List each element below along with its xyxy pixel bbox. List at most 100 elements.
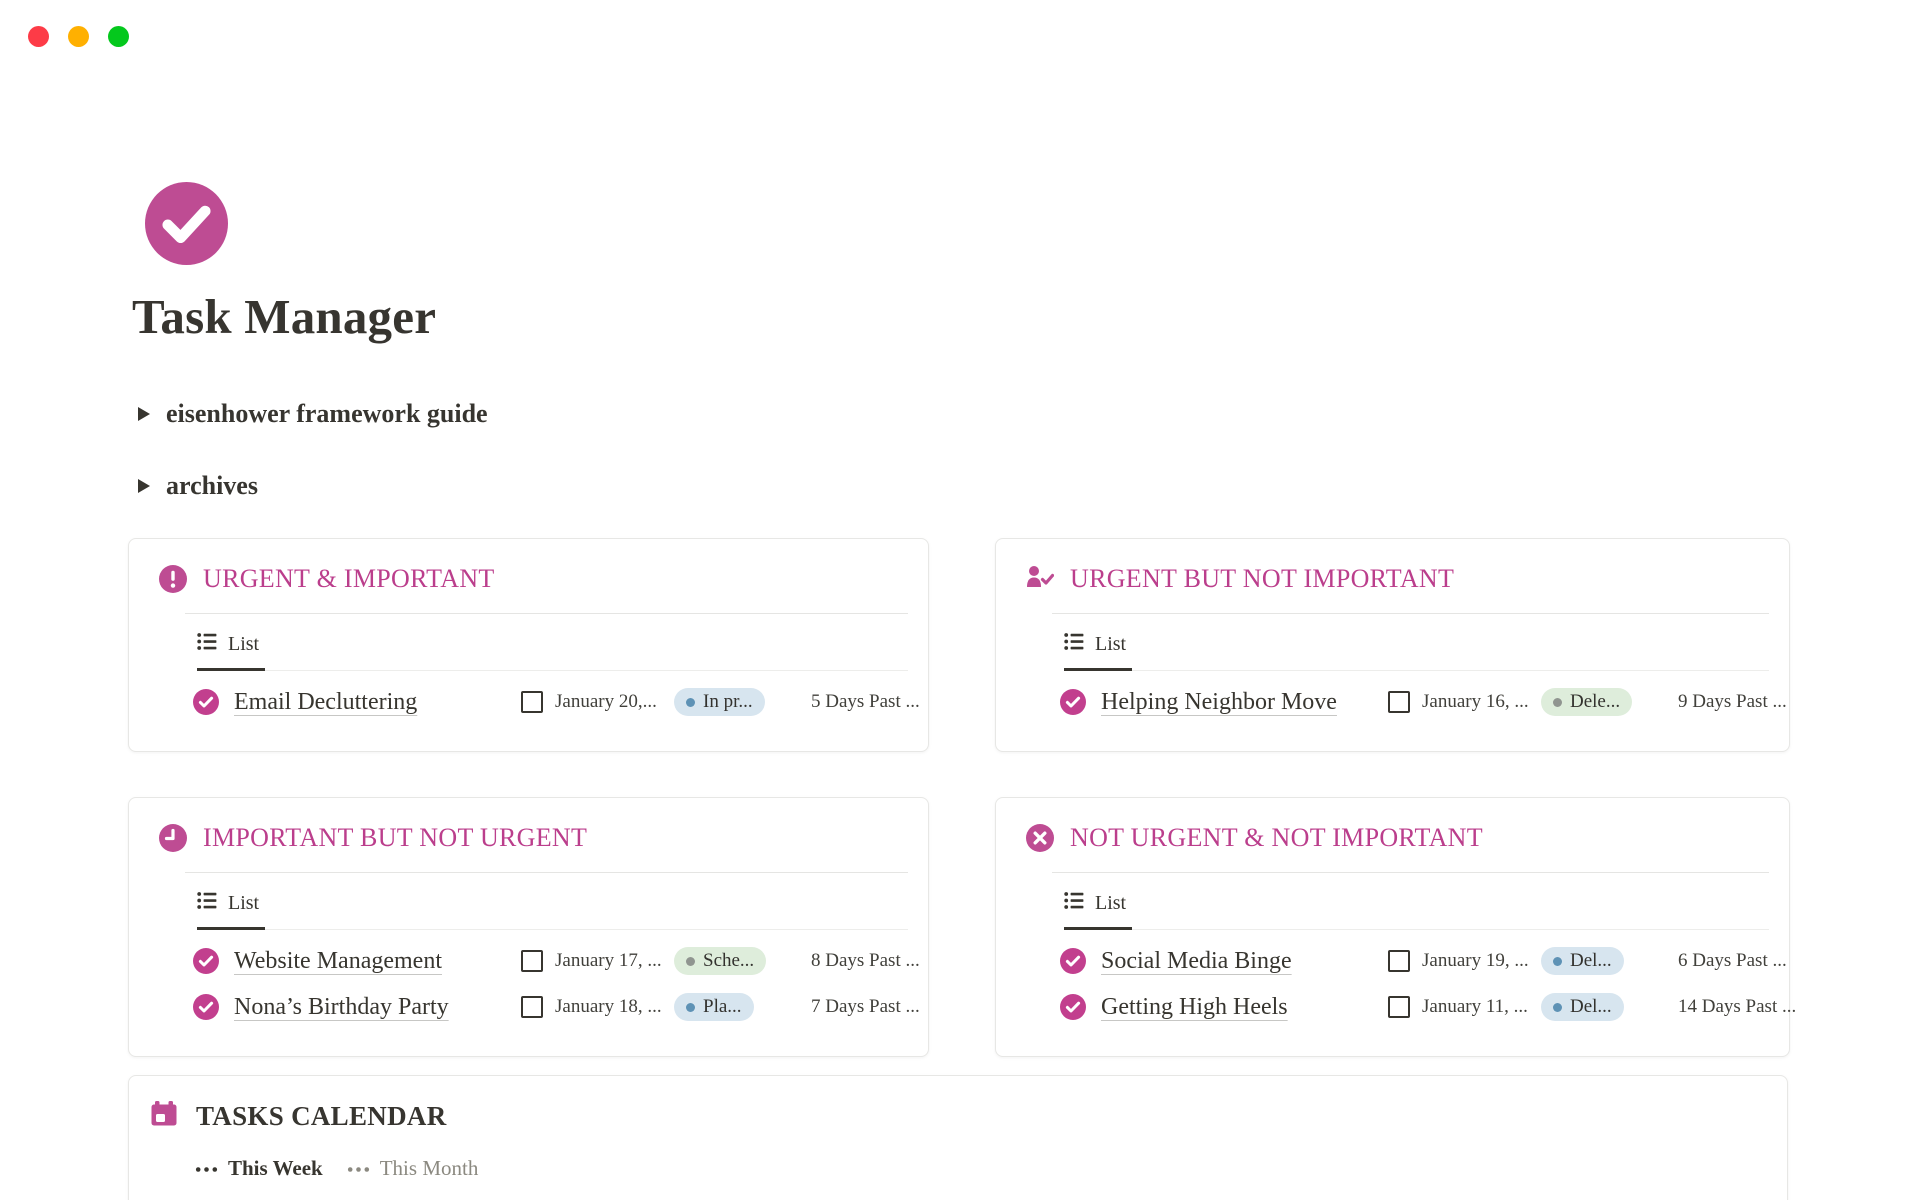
tab-label: List — [228, 632, 260, 655]
header-divider — [185, 872, 908, 873]
zoom-window-button[interactable] — [108, 26, 129, 47]
status-badge[interactable]: Sche... — [674, 947, 767, 975]
status-label: Pla... — [703, 996, 742, 1017]
task-checkbox[interactable] — [521, 996, 543, 1018]
task-checkbox[interactable] — [521, 950, 543, 972]
task-done-check-icon[interactable] — [193, 689, 219, 715]
list-view-icon — [1064, 632, 1084, 656]
task-list: Website Management January 17, ... Sche.… — [193, 938, 920, 1056]
task-done-check-icon[interactable] — [1060, 994, 1086, 1020]
tab-list-view[interactable]: List — [1064, 891, 1133, 930]
card-header: TASKS CALENDAR — [129, 1076, 1787, 1132]
task-list: Social Media Binge January 19, ... Del..… — [1060, 938, 1796, 1056]
person-check-icon — [1026, 565, 1055, 593]
tab-label: List — [1095, 632, 1127, 655]
clock-circle-icon — [159, 824, 187, 852]
task-row: Website Management January 17, ... Sche.… — [193, 938, 920, 984]
card-urgent-important: URGENT & IMPORTANT List — [128, 538, 929, 752]
task-checkbox[interactable] — [1388, 950, 1410, 972]
task-date[interactable]: January 19, ... — [1422, 950, 1529, 971]
days-past-text: 8 Days Past ... — [811, 950, 920, 971]
card-important-not-urgent: IMPORTANT BUT NOT URGENT List — [128, 797, 929, 1057]
status-label: Sche... — [703, 950, 755, 971]
task-date[interactable]: January 18, ... — [555, 996, 662, 1017]
tab-list-view[interactable]: List — [197, 632, 266, 671]
task-title-link[interactable]: Social Media Binge — [1101, 947, 1292, 974]
list-view-icon — [197, 891, 217, 915]
task-done-check-icon[interactable] — [193, 994, 219, 1020]
toggle-archives[interactable]: archives — [138, 471, 258, 501]
calendar-view-tabs: This Week This Month — [129, 1156, 1787, 1181]
card-not-urgent-not-important: NOT URGENT & NOT IMPORTANT List — [995, 797, 1796, 1057]
task-title-link[interactable]: Nona’s Birthday Party — [234, 993, 449, 1020]
task-done-check-icon[interactable] — [1060, 689, 1086, 715]
card-tasks-calendar: TASKS CALENDAR This Week This Month — [128, 1075, 1788, 1200]
window-controls — [28, 26, 129, 47]
page-check-circle-icon[interactable] — [145, 182, 228, 265]
card-header: URGENT & IMPORTANT — [129, 539, 928, 595]
status-label: In pr... — [703, 691, 753, 712]
status-dot-icon — [1553, 697, 1562, 707]
days-past-text: 9 Days Past ... — [1678, 691, 1787, 712]
tab-list-view[interactable]: List — [1064, 632, 1133, 671]
status-label: Del... — [1570, 996, 1612, 1017]
header-divider — [1052, 613, 1769, 614]
status-badge[interactable]: Dele... — [1541, 688, 1633, 716]
card-header: IMPORTANT BUT NOT URGENT — [129, 798, 928, 854]
minimize-window-button[interactable] — [68, 26, 89, 47]
eisenhower-quadrant-grid: URGENT & IMPORTANT List — [128, 538, 1796, 1057]
calendar-icon — [149, 1099, 179, 1134]
tab-label: List — [1095, 891, 1127, 914]
task-row: Email Decluttering January 20,... In pr.… — [193, 679, 920, 725]
task-done-check-icon[interactable] — [1060, 948, 1086, 974]
page-title: Task Manager — [132, 289, 437, 344]
status-dot-icon — [686, 1002, 695, 1012]
toggle-eisenhower-framework-guide[interactable]: eisenhower framework guide — [138, 399, 488, 429]
toggle-triangle-icon — [138, 407, 150, 421]
task-date[interactable]: January 20,... — [555, 691, 657, 712]
days-past-text: 7 Days Past ... — [811, 996, 920, 1017]
status-badge[interactable]: Del... — [1541, 947, 1624, 975]
task-title-link[interactable]: Getting High Heels — [1101, 993, 1288, 1020]
card-title: TASKS CALENDAR — [196, 1100, 447, 1131]
status-badge[interactable]: Del... — [1541, 993, 1624, 1021]
task-row: Getting High Heels January 11, ... Del..… — [1060, 984, 1796, 1030]
view-dots-icon — [195, 1160, 218, 1178]
tab-label: This Month — [379, 1156, 479, 1180]
tab-label: This Week — [228, 1156, 323, 1180]
status-dot-icon — [686, 956, 695, 966]
view-tabs: List — [197, 632, 908, 671]
task-checkbox[interactable] — [1388, 691, 1410, 713]
days-past-text: 6 Days Past ... — [1678, 950, 1787, 971]
card-title: URGENT BUT NOT IMPORTANT — [1070, 564, 1455, 593]
status-badge[interactable]: In pr... — [674, 688, 765, 716]
task-date[interactable]: January 11, ... — [1422, 996, 1528, 1017]
task-title-link[interactable]: Helping Neighbor Move — [1101, 688, 1337, 715]
task-checkbox[interactable] — [521, 691, 543, 713]
status-badge[interactable]: Pla... — [674, 993, 754, 1021]
status-dot-icon — [1553, 1002, 1562, 1012]
task-checkbox[interactable] — [1388, 996, 1410, 1018]
task-date[interactable]: January 17, ... — [555, 950, 662, 971]
task-done-check-icon[interactable] — [193, 948, 219, 974]
task-list: Helping Neighbor Move January 16, ... De… — [1060, 679, 1787, 751]
x-circle-icon — [1026, 824, 1054, 852]
status-dot-icon — [686, 697, 695, 707]
view-tabs: List — [1064, 632, 1769, 671]
list-view-icon — [1064, 891, 1084, 915]
task-date[interactable]: January 16, ... — [1422, 691, 1529, 712]
tab-list-view[interactable]: List — [197, 891, 266, 930]
task-title-link[interactable]: Website Management — [234, 947, 442, 974]
status-dot-icon — [1553, 956, 1562, 966]
tab-this-week[interactable]: This Week — [195, 1156, 323, 1181]
tab-this-month[interactable]: This Month — [347, 1156, 479, 1181]
status-label: Dele... — [1570, 691, 1621, 712]
exclamation-circle-icon — [159, 565, 187, 593]
tab-label: List — [228, 891, 260, 914]
task-title-link[interactable]: Email Decluttering — [234, 688, 418, 715]
days-past-text: 14 Days Past ... — [1678, 996, 1797, 1017]
task-row: Social Media Binge January 19, ... Del..… — [1060, 938, 1787, 984]
card-header: NOT URGENT & NOT IMPORTANT — [996, 798, 1789, 854]
close-window-button[interactable] — [28, 26, 49, 47]
